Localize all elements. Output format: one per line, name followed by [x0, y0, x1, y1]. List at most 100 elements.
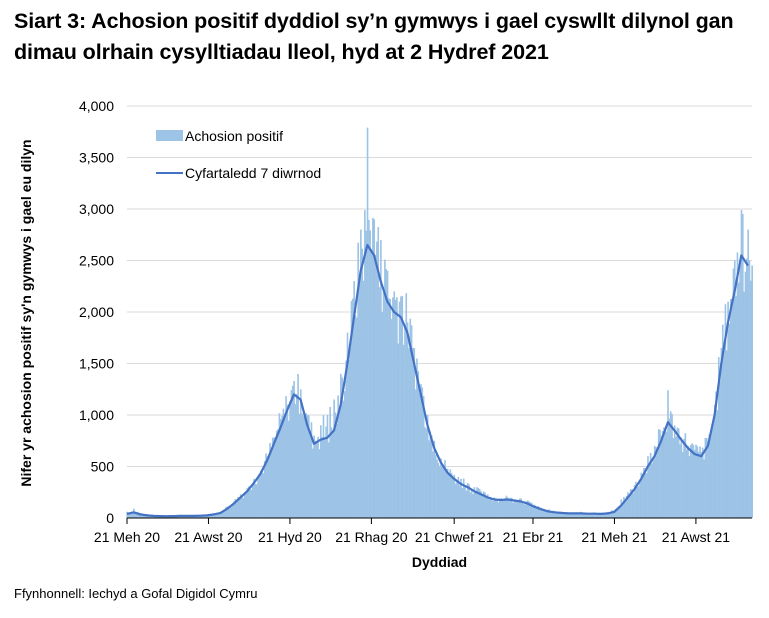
bar: [656, 450, 659, 518]
bar: [636, 487, 639, 518]
source-note: Ffynhonnell: Iechyd a Gofal Digidol Cymr…: [14, 586, 258, 601]
bar: [437, 462, 440, 518]
bar: [327, 442, 330, 518]
bar: [217, 513, 219, 518]
bar: [504, 498, 506, 518]
bar: [357, 242, 360, 518]
bar: [744, 271, 747, 518]
bar: [291, 385, 294, 518]
bar: [716, 410, 719, 518]
bar: [393, 291, 396, 518]
bar: [615, 508, 617, 518]
bar: [274, 436, 277, 518]
bar: [735, 296, 737, 518]
bar: [307, 415, 310, 518]
bar: [715, 391, 717, 518]
bar: [353, 281, 355, 518]
bar: [269, 442, 271, 518]
bar: [526, 500, 529, 518]
bar: [587, 512, 589, 518]
bar: [246, 488, 249, 518]
bar: [390, 319, 393, 518]
bar: [243, 493, 246, 518]
bar: [522, 503, 525, 518]
bar: [708, 434, 711, 518]
bar: [147, 515, 150, 518]
bar: [341, 377, 343, 518]
bar: [525, 501, 528, 518]
bar: [719, 380, 721, 518]
bar: [649, 453, 652, 518]
bar: [142, 514, 144, 518]
x-axis-title: Dyddiad: [411, 554, 468, 570]
bar: [398, 301, 401, 518]
bar: [576, 513, 579, 518]
bar: [369, 230, 372, 518]
y-tick-label: 0: [106, 510, 114, 526]
bar: [520, 498, 522, 518]
bar: [545, 511, 548, 518]
bar: [623, 496, 625, 518]
bar: [632, 493, 635, 518]
bar: [457, 477, 460, 518]
bar: [575, 513, 577, 518]
bar: [551, 510, 553, 518]
bar: [524, 504, 526, 518]
bar: [354, 315, 357, 518]
bar: [231, 505, 234, 518]
bar: [470, 489, 473, 518]
bar: [330, 427, 333, 518]
bar: [127, 513, 130, 518]
bar: [352, 298, 354, 518]
bar: [247, 486, 250, 518]
bar: [301, 413, 303, 518]
bar: [640, 472, 643, 518]
bar: [729, 299, 732, 518]
bar: [684, 433, 687, 518]
bar: [397, 343, 400, 518]
bar: [364, 210, 366, 519]
bar: [727, 301, 729, 518]
bar: [707, 443, 709, 518]
bar: [394, 299, 397, 518]
bar: [750, 280, 752, 518]
bar: [688, 455, 691, 518]
bar: [605, 512, 608, 518]
bar: [141, 514, 143, 518]
bar: [477, 488, 480, 518]
bar: [255, 484, 258, 518]
bar: [249, 489, 251, 518]
bar: [494, 498, 497, 518]
bar: [588, 512, 591, 518]
bar: [643, 467, 645, 518]
bar: [476, 487, 478, 518]
bar: [648, 463, 651, 518]
bar: [333, 399, 335, 518]
bar: [325, 426, 327, 518]
bar: [273, 437, 275, 518]
bar: [597, 513, 600, 518]
bar: [567, 512, 569, 518]
bar: [705, 438, 708, 518]
bar: [424, 427, 426, 518]
bar: [616, 507, 619, 518]
bar: [743, 291, 745, 518]
bar: [673, 425, 676, 518]
bar: [302, 416, 305, 518]
bar: [633, 485, 636, 518]
bar: [663, 427, 665, 518]
bar: [700, 452, 703, 518]
bar: [580, 511, 583, 518]
bar: [723, 342, 725, 518]
bar: [408, 348, 410, 518]
bar: [230, 507, 233, 518]
bar: [432, 451, 434, 518]
bar: [266, 456, 269, 518]
bar: [377, 227, 380, 519]
bar: [313, 435, 315, 518]
bar: [289, 401, 291, 518]
bar: [290, 390, 293, 518]
bar: [552, 511, 554, 518]
bar: [485, 496, 488, 518]
